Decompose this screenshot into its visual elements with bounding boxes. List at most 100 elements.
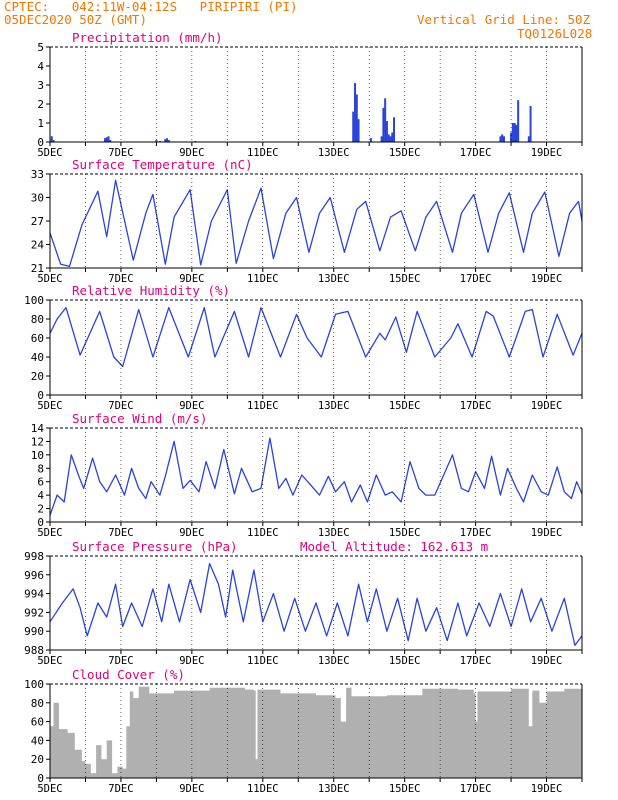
rh-ytick-label: 40 <box>31 351 44 364</box>
precip-xtick-label: 5DEC <box>37 147 62 159</box>
precip-xtick-label: 7DEC <box>108 147 133 159</box>
pressure-extra-label: Model Altitude: 162.613 m <box>300 539 488 554</box>
cloud-ytick-label: 100 <box>24 678 44 691</box>
wind-line <box>49 437 583 516</box>
cloud-xtick-label: 5DEC <box>37 783 62 795</box>
rh-xtick-label: 13DEC <box>318 400 350 412</box>
precip-ytick-label: 4 <box>37 60 44 73</box>
pressure-xtick-label: 19DEC <box>531 655 563 667</box>
wind-xtick-label: 9DEC <box>179 527 204 539</box>
pressure-line <box>49 562 583 646</box>
cloud-title: Cloud Cover (%) <box>72 667 185 682</box>
rh-xtick-label: 7DEC <box>108 400 133 412</box>
cloud-ytick-label: 20 <box>31 753 44 766</box>
rh-xtick-label: 19DEC <box>531 400 563 412</box>
precip-bar <box>105 137 108 142</box>
temp-ytick-label: 21 <box>31 262 44 275</box>
rh-ytick-label: 20 <box>31 370 44 383</box>
precip-bar <box>385 121 388 142</box>
cloud-xtick-label: 13DEC <box>318 783 350 795</box>
precip-xtick-label: 15DEC <box>389 147 421 159</box>
precip-bar <box>50 136 53 142</box>
header-grid-note: Vertical Grid Line: 50Z <box>417 12 591 27</box>
wind-ytick-label: 0 <box>37 516 44 529</box>
pressure-ytick-label: 998 <box>24 550 44 563</box>
pressure-ytick-label: 992 <box>24 606 44 619</box>
temp-xtick-label: 13DEC <box>318 273 350 285</box>
precip-xtick-label: 19DEC <box>531 147 563 159</box>
precip-bar <box>354 83 357 142</box>
temp-xtick-label: 19DEC <box>531 273 563 285</box>
rh-xtick-label: 15DEC <box>389 400 421 412</box>
temp-xtick-label: 9DEC <box>179 273 204 285</box>
pressure-xtick-label: 7DEC <box>108 655 133 667</box>
precip-bar <box>499 136 502 142</box>
cloud-ytick-label: 0 <box>37 772 44 785</box>
wind-xtick-label: 17DEC <box>460 527 492 539</box>
wind-ytick-label: 8 <box>37 462 44 475</box>
temp-ytick-label: 24 <box>31 239 45 252</box>
wind-ytick-label: 2 <box>37 503 44 516</box>
precip-bar <box>107 136 110 142</box>
precip-bar <box>515 124 518 142</box>
wind-xtick-label: 15DEC <box>389 527 421 539</box>
temp-ytick-label: 30 <box>31 192 44 205</box>
rh-ytick-label: 100 <box>24 294 44 307</box>
cloud-ytick-label: 60 <box>31 716 44 729</box>
precip-bar <box>529 105 532 142</box>
wind-title: Surface Wind (m/s) <box>72 411 207 426</box>
wind-ytick-label: 4 <box>37 489 44 502</box>
precip-xtick-label: 9DEC <box>179 147 204 159</box>
pressure-xtick-label: 5DEC <box>37 655 62 667</box>
precip-bar <box>501 134 504 142</box>
header-station: CPTEC: 042:11W-04:12S PIRIPIRI (PI) <box>4 0 298 14</box>
precip-bar <box>527 136 530 142</box>
precip-bar <box>393 117 396 142</box>
precip-bar <box>103 138 106 142</box>
temp-title: Surface Temperature (nC) <box>72 157 253 172</box>
wind-ytick-label: 12 <box>31 435 44 448</box>
precip-bar <box>387 134 390 142</box>
precip-xtick-label: 11DEC <box>247 147 279 159</box>
wind-xtick-label: 5DEC <box>37 527 62 539</box>
precip-bar <box>369 138 372 142</box>
pressure-xtick-label: 13DEC <box>318 655 350 667</box>
precip-bar <box>380 136 383 142</box>
precip-bar <box>502 136 505 142</box>
precip-xtick-label: 13DEC <box>318 147 350 159</box>
wind-ytick-label: 10 <box>31 449 44 462</box>
precip-bar <box>357 119 360 142</box>
pressure-xtick-label: 17DEC <box>460 655 492 667</box>
cloud-xtick-label: 17DEC <box>460 783 492 795</box>
wind-xtick-label: 19DEC <box>531 527 563 539</box>
cloud-xtick-label: 19DEC <box>531 783 563 795</box>
precip-ytick-label: 2 <box>37 98 44 111</box>
precip-xtick-label: 17DEC <box>460 147 492 159</box>
pressure-ytick-label: 990 <box>24 625 44 638</box>
precip-bar <box>517 100 520 142</box>
temp-xtick-label: 5DEC <box>37 273 62 285</box>
cloud-xtick-label: 9DEC <box>179 783 204 795</box>
rh-xtick-label: 11DEC <box>247 400 279 412</box>
precip-bar <box>511 123 514 142</box>
header-date: 05DEC2020 50Z (GMT) <box>4 12 147 27</box>
precip-ytick-label: 1 <box>37 117 44 130</box>
cloud-area <box>50 686 582 778</box>
precip-bar <box>52 140 55 142</box>
cloud-xtick-label: 7DEC <box>108 783 133 795</box>
temp-xtick-label: 11DEC <box>247 273 279 285</box>
precip-bar <box>166 138 169 142</box>
temp-xtick-label: 17DEC <box>460 273 492 285</box>
precip-bar <box>513 123 516 142</box>
rh-xtick-label: 5DEC <box>37 400 62 412</box>
pressure-title: Surface Pressure (hPa) <box>72 539 238 554</box>
rh-line <box>49 306 583 368</box>
pressure-xtick-label: 11DEC <box>247 655 279 667</box>
header-model: TQ0126L028 <box>517 26 593 41</box>
wind-xtick-label: 11DEC <box>247 527 279 539</box>
cloud-xtick-label: 11DEC <box>247 783 279 795</box>
precip-bar <box>352 111 355 142</box>
precip-bar <box>355 94 358 142</box>
precip-bar <box>109 140 112 142</box>
